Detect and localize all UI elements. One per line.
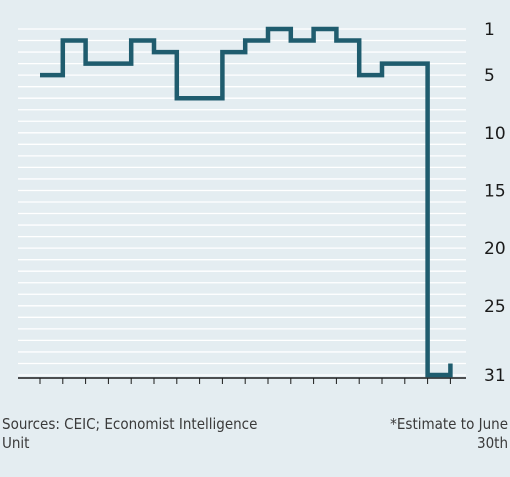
source-note: Sources: CEIC; Economist Intelligence Un…: [2, 415, 258, 452]
gridlines: [18, 28, 466, 376]
rank-step-line: [40, 26, 453, 378]
y-tick-label: 5: [484, 66, 495, 86]
footnote: *Estimate to June 30th: [390, 415, 508, 452]
y-tick-label: 25: [484, 297, 506, 317]
y-tick-label: 1: [484, 20, 495, 40]
y-tick-label: 15: [484, 181, 506, 201]
x-axis-ticks: [39, 378, 451, 384]
y-tick-label: 10: [484, 124, 506, 144]
y-tick-label: 20: [484, 239, 506, 259]
y-tick-label: 31: [484, 366, 506, 386]
